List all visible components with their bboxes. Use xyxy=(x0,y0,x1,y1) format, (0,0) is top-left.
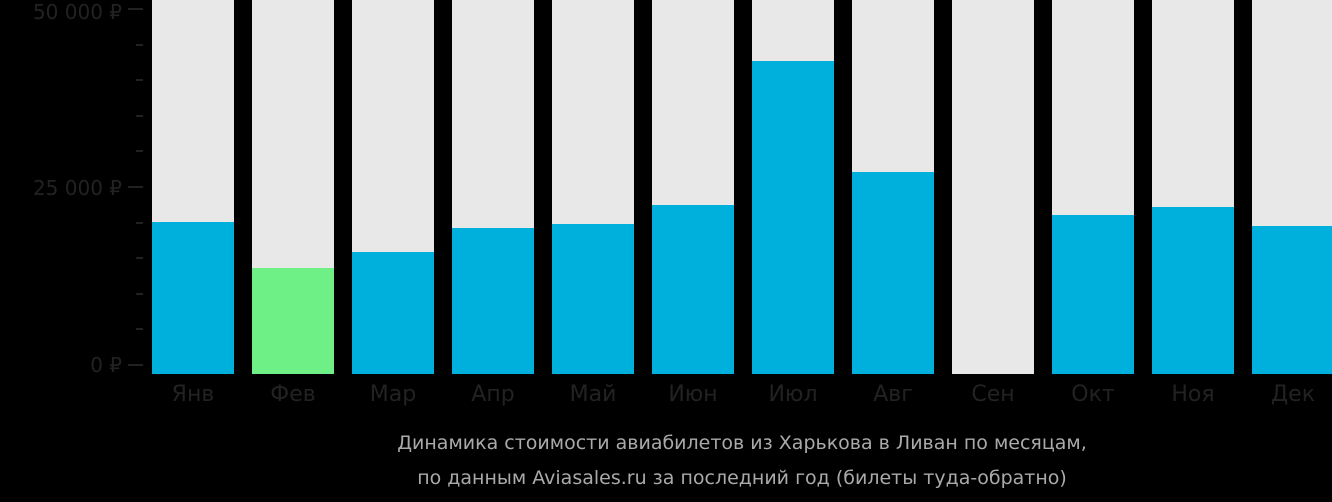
x-tick-label: Апр xyxy=(471,382,515,407)
y-minor-tick xyxy=(136,114,143,117)
bar-value-fill xyxy=(352,252,434,374)
chart-caption-line1: Динамика стоимости авиабилетов из Харько… xyxy=(397,432,1087,454)
bar-12 xyxy=(1252,0,1332,374)
x-tick-label: Дек xyxy=(1270,382,1315,407)
x-tick-label: Окт xyxy=(1071,382,1115,407)
bar-value-fill xyxy=(652,205,734,374)
x-tick-label: Ноя xyxy=(1171,382,1215,407)
x-tick-label: Фев xyxy=(270,382,316,407)
bar-value-fill xyxy=(252,268,334,374)
x-tick-label: Авг xyxy=(873,382,913,407)
bar-value-fill xyxy=(152,222,234,374)
bar-4 xyxy=(452,0,534,374)
y-tick-label-0: 0 ₽ xyxy=(90,353,122,377)
bar-6 xyxy=(652,0,734,374)
y-minor-tick xyxy=(136,150,143,153)
bar-2 xyxy=(252,0,334,374)
bar-7 xyxy=(752,0,834,374)
bar-11 xyxy=(1152,0,1234,374)
y-major-tick xyxy=(128,364,143,366)
bar-3 xyxy=(352,0,434,374)
bar-value-fill xyxy=(452,228,534,374)
bar-value-fill xyxy=(552,224,634,374)
bar-1 xyxy=(152,0,234,374)
y-minor-tick xyxy=(136,292,143,295)
y-minor-tick xyxy=(136,328,143,331)
bar-9 xyxy=(952,0,1034,374)
y-minor-tick xyxy=(136,79,143,82)
bar-value-fill xyxy=(1052,215,1134,374)
bar-value-fill xyxy=(1252,226,1332,374)
bar-5 xyxy=(552,0,634,374)
y-tick-label-25000: 25 000 ₽ xyxy=(32,176,122,200)
y-minor-tick xyxy=(136,257,143,260)
y-minor-tick xyxy=(136,43,143,46)
bar-value-fill xyxy=(1152,207,1234,374)
x-tick-label: Май xyxy=(569,382,617,407)
y-major-tick xyxy=(128,8,143,10)
x-tick-label: Мар xyxy=(369,382,417,407)
x-tick-label: Июл xyxy=(768,382,818,407)
y-major-tick xyxy=(128,186,143,188)
bar-value-fill xyxy=(752,61,834,374)
x-tick-label: Сен xyxy=(971,382,1015,407)
bar-8 xyxy=(852,0,934,374)
chart-caption-line2: по данным Aviasales.ru за последний год … xyxy=(417,467,1067,489)
y-tick-label-50000: 50 000 ₽ xyxy=(32,0,122,24)
x-tick-label: Июн xyxy=(668,382,718,407)
y-minor-tick xyxy=(136,221,143,224)
x-tick-label: Янв xyxy=(171,382,215,407)
bar-value-fill xyxy=(852,171,934,374)
bar-10 xyxy=(1052,0,1134,374)
